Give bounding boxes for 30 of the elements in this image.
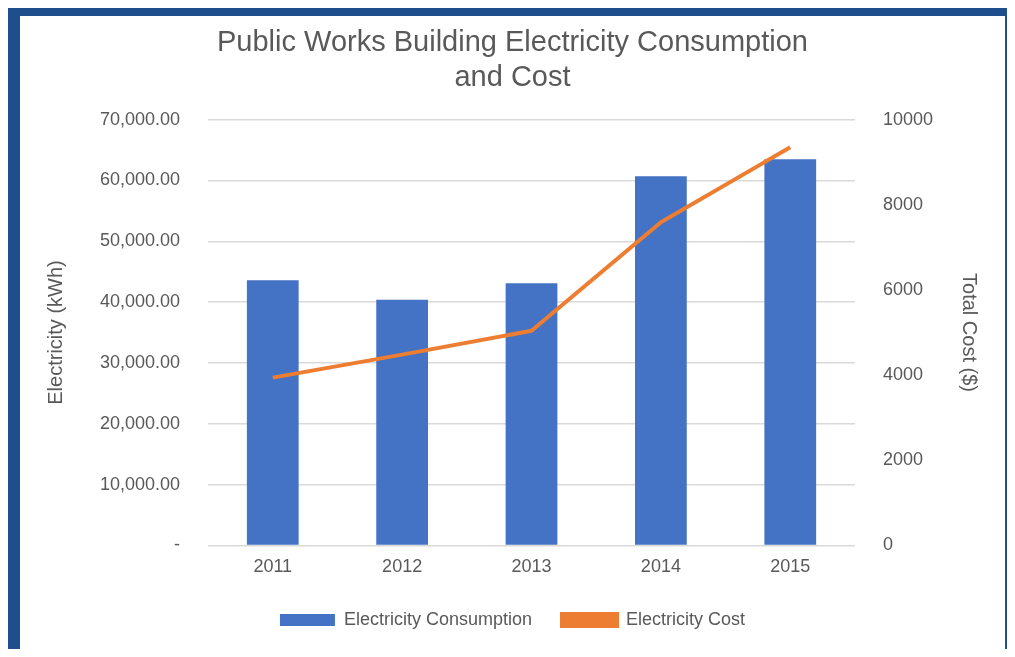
bar [505,283,558,545]
y2-axis-title: Total Cost ($) [959,273,982,392]
y-tick-label: - [174,534,181,555]
bar [635,176,687,545]
y2-tick-label: 2000 [882,449,923,470]
y2-tick-label: 8000 [882,193,923,214]
y2-tick-label: 6000 [882,278,923,299]
x-tick-label: 2011 [253,556,293,577]
y-tick-label: 40,000.00 [100,291,181,312]
text: Public Works Building Electricity Consumption [217,25,808,58]
y-tick-label: 20,000.00 [100,412,181,433]
y-tick-label: 30,000.00 [100,351,181,372]
text: and Cost [454,60,571,93]
x-tick-label: 2014 [640,556,681,577]
y2-tick-label: 4000 [882,364,923,385]
legend-label: Electricity Cost [626,608,746,629]
x-tick-label: 2012 [382,556,423,577]
bar [764,159,817,545]
legend-label: Electricity Consumption [343,608,533,629]
x-tick-label: 2015 [770,556,811,577]
y-tick-label: 70,000.00 [100,108,181,129]
bar [246,280,299,545]
y-tick-label: 50,000.00 [100,230,181,251]
y2-tick-label: 10000 [882,108,934,129]
y-tick-label: 10,000.00 [100,473,181,494]
bar [376,299,429,545]
x-tick-label: 2013 [511,556,552,577]
y2-tick-label: 0 [882,534,893,555]
y-axis-title: Electricity (kWh) [43,260,66,405]
y-tick-label: 60,000.00 [100,169,181,190]
